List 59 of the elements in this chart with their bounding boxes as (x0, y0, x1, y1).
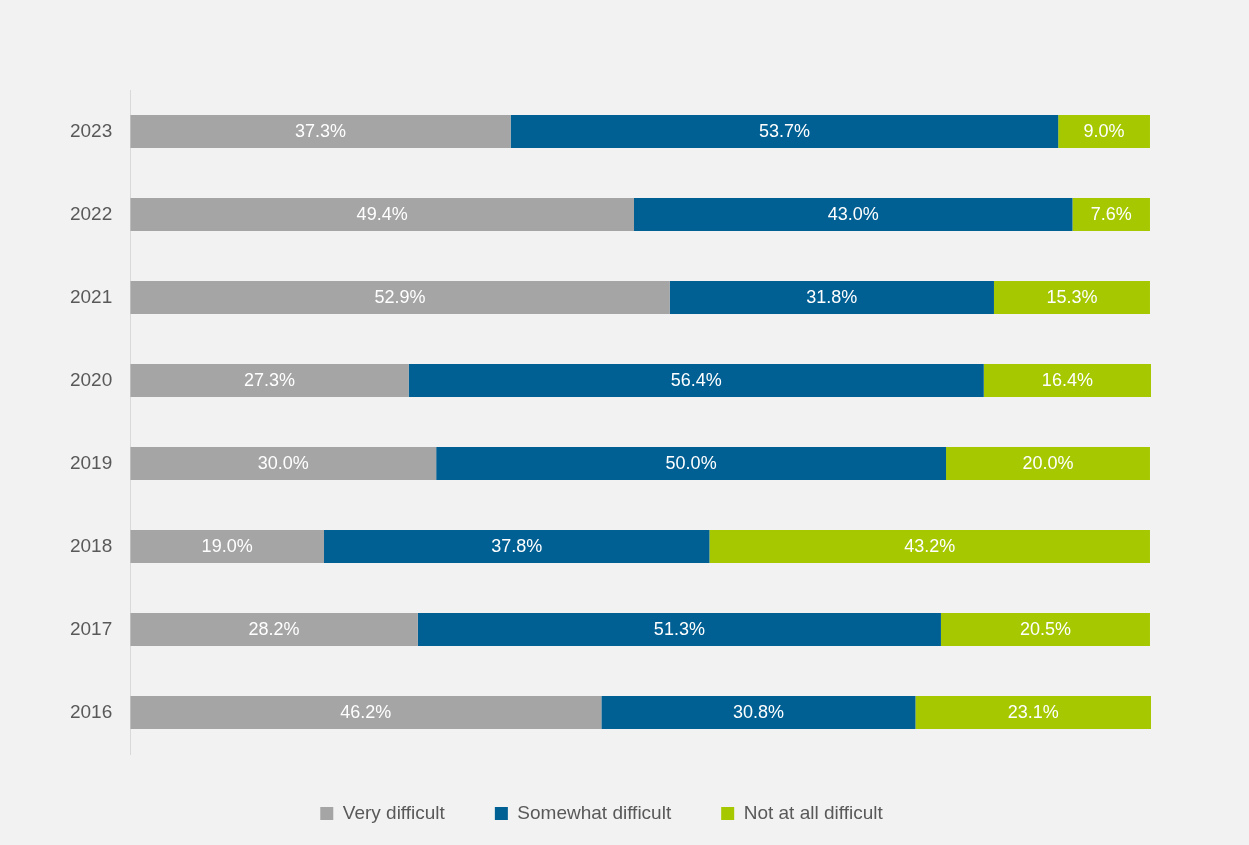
bar (993, 280, 1150, 315)
bar (1058, 114, 1150, 149)
bar (130, 363, 409, 398)
data-label: 15.3% (1046, 287, 1098, 308)
data-label: 52.9% (374, 287, 426, 308)
bar (634, 197, 1073, 232)
y-tick-label: 2017 (69, 617, 113, 639)
bar (510, 114, 1059, 149)
bar (130, 197, 635, 232)
bar (130, 612, 418, 647)
data-label: 19.0% (201, 536, 253, 557)
data-label: 43.2% (904, 536, 956, 557)
data-label: 23.1% (1007, 702, 1059, 723)
data-label: 46.2% (340, 702, 392, 723)
legend-label: Somewhat difficult (517, 801, 672, 823)
bar (130, 446, 437, 481)
data-label: 7.6% (1090, 204, 1132, 225)
bar (669, 280, 994, 315)
bar (130, 695, 602, 730)
bar (915, 695, 1151, 730)
bar (436, 446, 947, 481)
y-tick-label: 2022 (69, 202, 113, 224)
data-label: 50.0% (665, 453, 717, 474)
y-tick-label: 2018 (69, 534, 113, 556)
y-tick-label: 2019 (69, 451, 113, 473)
bar (130, 529, 325, 564)
data-label: 20.0% (1022, 453, 1074, 474)
legend-label: Not at all difficult (743, 801, 884, 823)
bar (324, 529, 710, 564)
data-label: 43.0% (827, 204, 879, 225)
bar (983, 363, 1151, 398)
data-label: 37.8% (491, 536, 543, 557)
data-label: 51.3% (653, 619, 705, 640)
y-tick-label: 2016 (69, 700, 113, 722)
data-label: 28.2% (248, 619, 300, 640)
bar (130, 114, 511, 149)
bar (1072, 197, 1150, 232)
y-tick-label: 2023 (69, 119, 113, 141)
data-label: 30.8% (732, 702, 784, 723)
bar (601, 695, 916, 730)
bar (417, 612, 941, 647)
legend-label: Very difficult (342, 801, 446, 823)
data-label: 37.3% (294, 121, 346, 142)
bar (408, 363, 984, 398)
bar (709, 529, 1150, 564)
bar (946, 446, 1150, 481)
data-label: 30.0% (257, 453, 309, 474)
data-label: 31.8% (806, 287, 858, 308)
bar (130, 280, 670, 315)
data-label: 27.3% (243, 370, 295, 391)
data-label: 53.7% (758, 121, 810, 142)
data-label: 49.4% (356, 204, 408, 225)
data-label: 56.4% (670, 370, 722, 391)
data-label: 9.0% (1083, 121, 1125, 142)
y-tick-label: 2020 (69, 368, 113, 390)
data-label: 20.5% (1019, 619, 1071, 640)
y-tick-label: 2021 (69, 285, 113, 307)
data-label: 16.4% (1041, 370, 1093, 391)
bar (940, 612, 1150, 647)
